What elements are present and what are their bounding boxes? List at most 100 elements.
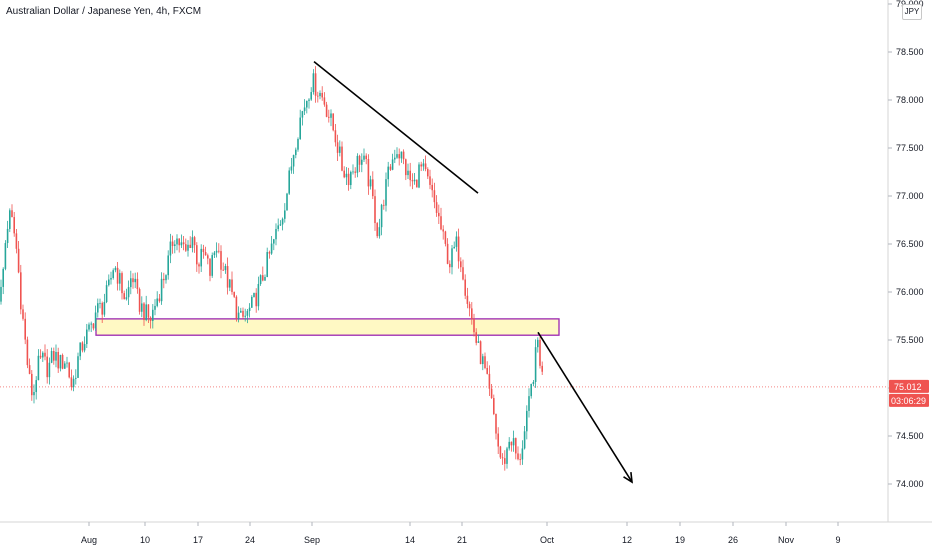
candle-body <box>59 354 62 369</box>
candle-body <box>240 310 242 313</box>
candle-body <box>499 446 502 458</box>
time-tick-label: 24 <box>245 535 255 545</box>
candle-body <box>35 380 37 393</box>
currency-unit-badge[interactable]: JPY <box>902 4 922 20</box>
candle-body <box>427 169 429 177</box>
candle-body <box>81 342 84 351</box>
candle-body <box>224 266 227 271</box>
candle-body <box>363 155 365 160</box>
candle-body <box>152 309 154 321</box>
candle-body <box>191 237 194 248</box>
price-tick-label: 78.000 <box>896 95 924 105</box>
candle-body <box>2 268 4 287</box>
candle-body <box>222 269 224 271</box>
candle-body <box>482 356 484 365</box>
time-tick-label: 26 <box>728 535 738 545</box>
candle-body <box>31 373 33 396</box>
candle-body <box>400 151 403 159</box>
candle-body <box>268 252 271 254</box>
candle-body <box>308 99 310 101</box>
candle-body <box>143 303 145 321</box>
candle-body <box>501 457 504 459</box>
candle-body <box>515 438 517 454</box>
candle-body <box>119 273 121 284</box>
candle-body <box>264 277 266 281</box>
current-price-badge: 75.012 03:06:29 <box>889 379 929 407</box>
candle-body <box>383 204 385 206</box>
time-tick-label: Aug <box>81 535 97 545</box>
candle-body <box>288 170 290 194</box>
candle-body <box>42 352 44 358</box>
candle-body <box>270 243 273 254</box>
time-tick-label: Sep <box>304 535 320 545</box>
candle-body <box>446 243 449 264</box>
price-tick-label: 76.500 <box>896 239 924 249</box>
candle-body <box>411 180 414 182</box>
candle-body <box>281 218 284 225</box>
candle-body <box>231 279 233 293</box>
candle-body <box>435 202 438 213</box>
candle-body <box>380 204 383 228</box>
candle-body <box>171 241 174 247</box>
candle-body <box>321 92 323 98</box>
candle-body <box>11 210 13 218</box>
candle-body <box>277 225 279 229</box>
candle-body <box>372 179 374 197</box>
time-tick-label: 10 <box>140 535 150 545</box>
candle-body <box>218 250 220 252</box>
candle-body <box>486 367 488 374</box>
candle-body <box>416 179 418 188</box>
candle-body <box>301 111 304 118</box>
candle-body <box>325 104 328 117</box>
candle-body <box>523 431 526 449</box>
candle-body <box>279 224 282 226</box>
candle-body <box>46 356 48 378</box>
bar-countdown: 03:06:29 <box>891 396 926 406</box>
candle-body <box>479 341 482 365</box>
candle-body <box>123 293 125 300</box>
candle-body <box>134 278 136 283</box>
candle-body <box>444 231 447 244</box>
drawings <box>313 60 633 484</box>
candle-body <box>110 277 112 280</box>
candle-body <box>429 176 431 185</box>
candle-body <box>246 310 249 316</box>
candle-body <box>369 179 372 187</box>
candle-body <box>108 279 110 286</box>
chart-title: Australian Dollar / Japanese Yen, 4h, FX… <box>6 6 202 17</box>
candle-body <box>493 398 495 414</box>
candle-body <box>226 266 229 288</box>
price-axis[interactable]: 79.00078.50078.00077.50077.00076.50076.0… <box>888 0 924 489</box>
candle-body <box>367 159 370 187</box>
candle-body <box>475 332 477 343</box>
support-resistance-zone[interactable] <box>95 318 560 336</box>
candle-body <box>424 163 427 170</box>
descending-trendline[interactable] <box>313 60 479 194</box>
time-axis[interactable]: Aug 10 17 24 Sep 14 21 Oct 12 19 26 Nov 9 <box>81 522 841 545</box>
candle-body <box>248 307 251 311</box>
candle-body <box>33 392 35 396</box>
candle-body <box>488 373 491 389</box>
candle-body <box>389 166 392 170</box>
candle-body <box>299 117 301 139</box>
candle-body <box>182 242 185 245</box>
candle-body <box>44 352 46 357</box>
candle-body <box>48 362 51 378</box>
candle-body <box>61 354 64 369</box>
candle-body <box>462 267 464 280</box>
candle-body <box>402 151 405 160</box>
candle-body <box>90 323 92 325</box>
time-tick-label: Oct <box>540 535 555 545</box>
candle-body <box>20 272 22 310</box>
candle-body <box>92 323 95 329</box>
candle-body <box>286 193 288 211</box>
candle-body <box>149 317 152 321</box>
candle-body <box>378 227 381 237</box>
projection-arrow[interactable] <box>537 331 633 483</box>
candle-body <box>361 159 363 165</box>
candle-body <box>37 355 40 381</box>
candle-body <box>391 159 394 170</box>
candle-body <box>323 97 326 105</box>
candle-body <box>229 279 231 288</box>
